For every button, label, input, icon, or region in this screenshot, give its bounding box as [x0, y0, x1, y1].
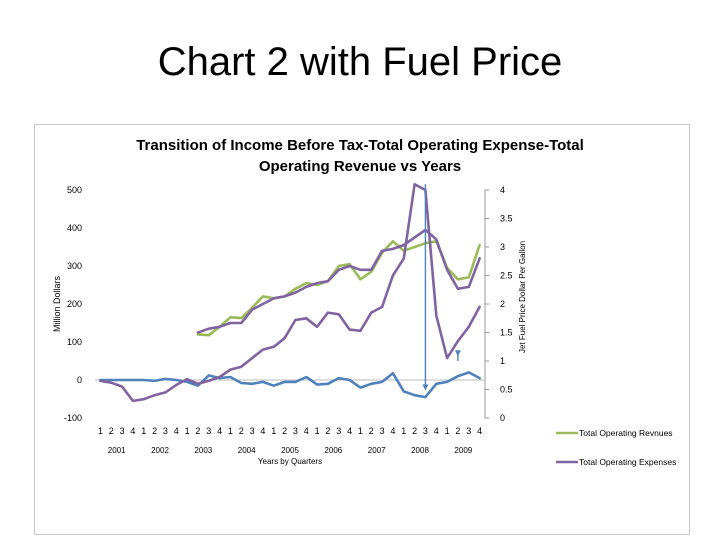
- x-tick-label: 1: [98, 426, 103, 436]
- x-tick-label: 4: [390, 426, 395, 436]
- y2-tick-label: 0: [500, 413, 505, 423]
- x-axis-title: Years by Quarters: [258, 457, 322, 466]
- y2-tick-label: 3.5: [500, 214, 513, 224]
- y-tick-label: -100: [64, 413, 82, 423]
- x-tick-label: 3: [293, 426, 298, 436]
- chart-title-line: Transition of Income Before Tax-Total Op…: [136, 137, 584, 154]
- x-tick-label: 2: [325, 426, 330, 436]
- x-tick-label: 3: [466, 426, 471, 436]
- x-tick-label: 1: [185, 426, 190, 436]
- year-label: 2006: [324, 446, 342, 455]
- x-tick-label: 4: [347, 426, 352, 436]
- year-label: 2001: [108, 446, 126, 455]
- x-tick-label: 3: [250, 426, 255, 436]
- x-tick-label: 1: [401, 426, 406, 436]
- series-line-total-operating-expenses: [196, 228, 481, 334]
- x-tick-label: 4: [130, 426, 135, 436]
- x-tick-label: 1: [141, 426, 146, 436]
- y2-tick-label: 1: [500, 356, 505, 366]
- slide-title: Chart 2 with Fuel Price: [157, 40, 563, 84]
- y2-tick-label: 4: [500, 185, 505, 195]
- y-tick-label: 500: [67, 185, 82, 195]
- year-label: 2009: [454, 446, 472, 455]
- x-tick-label: 2: [369, 426, 374, 436]
- legend-label: Total Operating Expenses: [579, 457, 676, 467]
- y2-tick-label: 1.5: [500, 328, 513, 338]
- x-tick-label: 3: [423, 426, 428, 436]
- x-tick-label: 3: [206, 426, 211, 436]
- y2-tick-label: 2: [500, 299, 505, 309]
- x-tick-label: 2: [109, 426, 114, 436]
- x-tick-label: 4: [217, 426, 222, 436]
- chart-frame: [34, 124, 690, 535]
- x-tick-label: 3: [120, 426, 125, 436]
- y-tick-label: 0: [77, 375, 82, 385]
- series-line-jet-fuel-price: [99, 183, 481, 403]
- x-tick-label: 3: [336, 426, 341, 436]
- x-tick-label: 4: [174, 426, 179, 436]
- x-tick-label: 3: [380, 426, 385, 436]
- annotation-arrow-head: [454, 350, 461, 357]
- x-tick-label: 2: [152, 426, 157, 436]
- y2-axis-title: Jet Fuel Price Dollar Per Gallon: [518, 241, 527, 353]
- x-tick-label: 1: [445, 426, 450, 436]
- y-tick-label: 300: [67, 261, 82, 271]
- x-tick-label: 2: [282, 426, 287, 436]
- x-tick-label: 4: [304, 426, 309, 436]
- x-tick-label: 1: [315, 426, 320, 436]
- year-label: 2005: [281, 446, 299, 455]
- y2-tick-label: 3: [500, 242, 505, 252]
- year-label: 2007: [368, 446, 386, 455]
- series-line-total-operating-revnues: [196, 240, 481, 337]
- x-tick-label: 2: [455, 426, 460, 436]
- year-label: 2002: [151, 446, 169, 455]
- x-tick-label: 2: [239, 426, 244, 436]
- annotation-arrow-head: [422, 384, 429, 391]
- x-tick-label: 1: [271, 426, 276, 436]
- y2-tick-label: 0.5: [500, 385, 513, 395]
- x-tick-label: 1: [228, 426, 233, 436]
- year-label: 2003: [194, 446, 212, 455]
- chart-title-line: Operating Revenue vs Years: [259, 158, 461, 175]
- year-label: 2004: [238, 446, 256, 455]
- x-tick-label: 3: [163, 426, 168, 436]
- y-axis-title: Million Dollars: [52, 275, 62, 332]
- legend-label: Total Operating Revnues: [579, 428, 673, 438]
- y2-tick-label: 2.5: [500, 271, 513, 281]
- y-tick-label: 200: [67, 299, 82, 309]
- x-tick-label: 1: [358, 426, 363, 436]
- y-tick-label: 100: [67, 337, 82, 347]
- year-label: 2008: [411, 446, 429, 455]
- y-tick-label: 400: [67, 223, 82, 233]
- x-tick-label: 2: [412, 426, 417, 436]
- series-line-income-before-tax: [99, 371, 481, 399]
- x-tick-label: 4: [260, 426, 265, 436]
- x-tick-label: 4: [477, 426, 482, 436]
- x-tick-label: 2: [195, 426, 200, 436]
- x-tick-label: 4: [434, 426, 439, 436]
